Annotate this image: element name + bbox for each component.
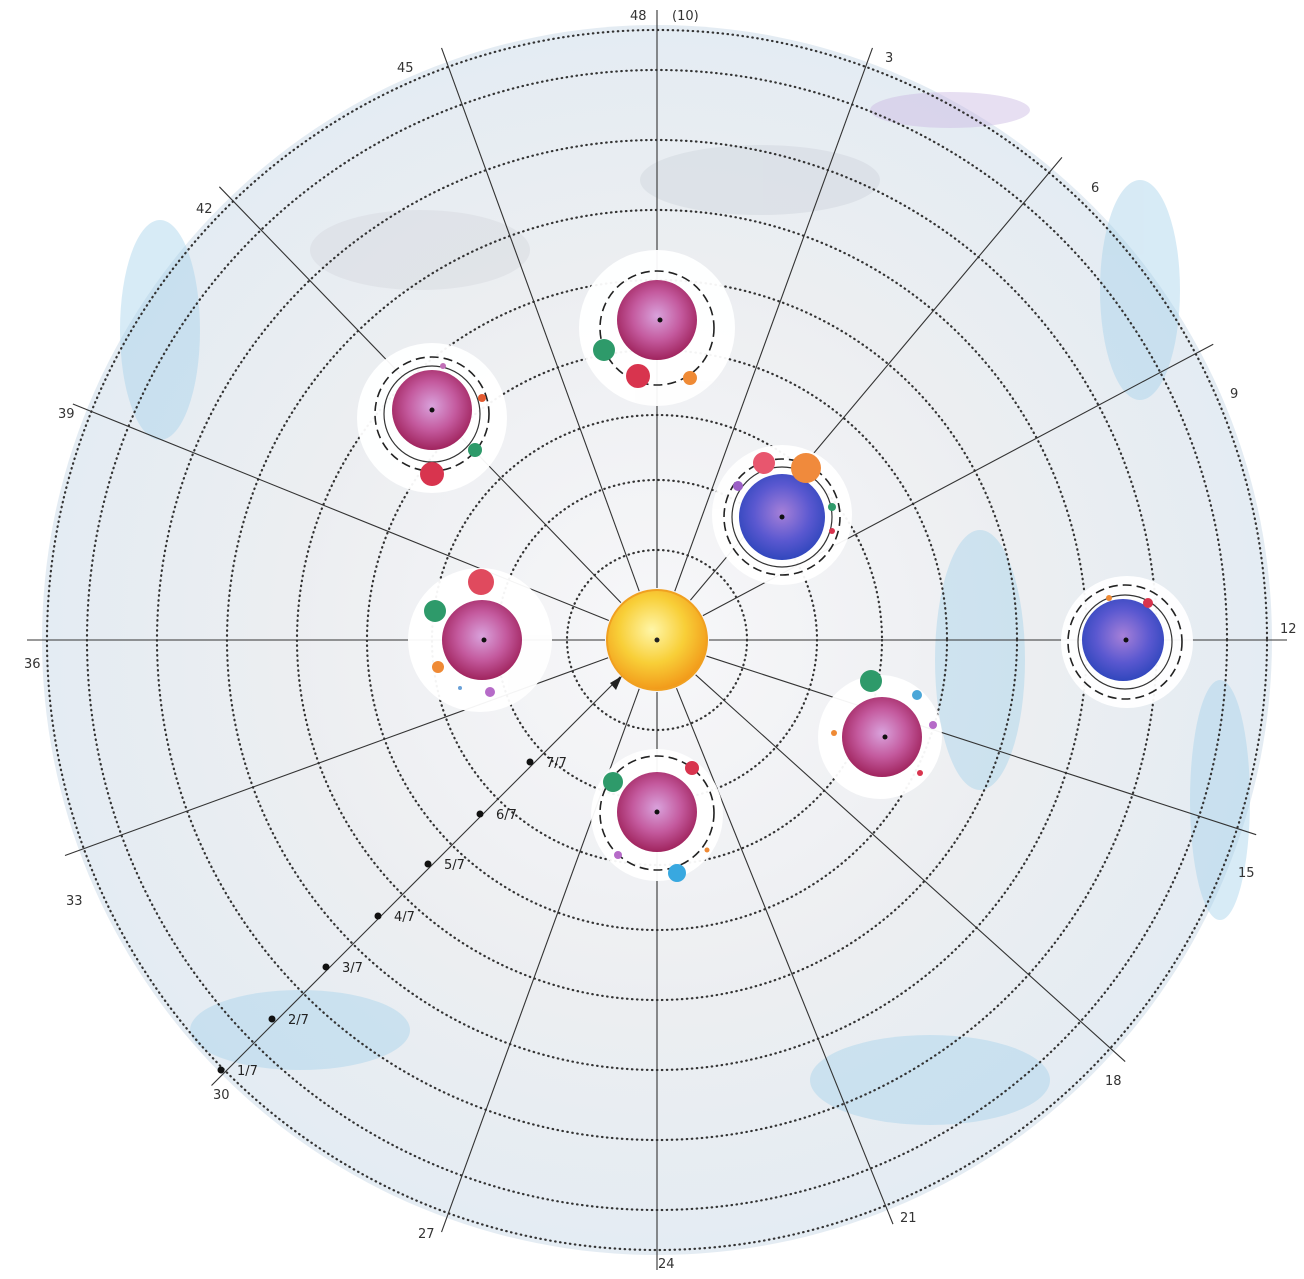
radius-marker-dot xyxy=(526,758,534,766)
radius-marker-label: 1/7 xyxy=(237,1064,258,1079)
spoke-label: 18 xyxy=(1105,1074,1122,1089)
radius-marker-label: 7/7 xyxy=(546,756,567,771)
radius-marker-dot xyxy=(268,1015,276,1023)
spoke-label: 9 xyxy=(1230,387,1238,402)
radius-scale: 1/7 2/7 3/7 4/7 5/7 6/7 7/7 xyxy=(217,676,622,1079)
spoke-label: 12 xyxy=(1280,622,1297,637)
radius-marker-label: 4/7 xyxy=(394,910,415,925)
sun xyxy=(606,589,708,691)
radial-spoke xyxy=(695,674,1126,1062)
direction-arrow-icon xyxy=(610,676,622,690)
planet-system-lower-right xyxy=(831,670,937,777)
radius-marker-dot xyxy=(322,963,330,971)
spoke-label: 27 xyxy=(418,1227,435,1242)
spoke-label: 48 xyxy=(630,9,647,24)
spoke-label: 36 xyxy=(24,657,41,672)
spoke-label: 24 xyxy=(658,1257,675,1272)
radius-marker-dot xyxy=(476,810,484,818)
spoke-label: 3 xyxy=(885,51,893,66)
planet-system-blue-right xyxy=(1067,584,1183,700)
radius-marker-label: 3/7 xyxy=(342,961,363,976)
planet-system-upper-left xyxy=(374,356,490,486)
planet-system-bottom xyxy=(599,755,715,882)
spoke-label: 6 xyxy=(1091,181,1099,196)
radius-marker-label: 6/7 xyxy=(496,808,517,823)
planet-system-blue-upper-right xyxy=(723,452,841,576)
spoke-label: 39 xyxy=(58,407,75,422)
radius-marker-label: 2/7 xyxy=(288,1013,309,1028)
radial-spoke xyxy=(674,47,873,592)
radius-marker-label: 5/7 xyxy=(444,858,465,873)
radius-marker-dot xyxy=(217,1066,225,1074)
spoke-label: 30 xyxy=(213,1088,230,1103)
spoke-label: 33 xyxy=(66,894,83,909)
radial-spoke xyxy=(675,688,894,1225)
radial-spoke xyxy=(441,47,640,592)
spoke-label: (10) xyxy=(672,9,699,24)
spoke-label: 42 xyxy=(196,202,213,217)
radius-marker-dot xyxy=(374,912,382,920)
watercolor-wash xyxy=(120,92,1250,1125)
spoke-label: 15 xyxy=(1238,866,1255,881)
planet-system-top xyxy=(593,270,715,388)
spoke-label: 21 xyxy=(900,1211,917,1226)
spoke-label: 45 xyxy=(397,61,414,76)
planet-system-left xyxy=(424,569,522,697)
radius-marker-dot xyxy=(424,860,432,868)
radial-spoke xyxy=(211,676,621,1086)
radial-spoke xyxy=(706,655,1257,836)
